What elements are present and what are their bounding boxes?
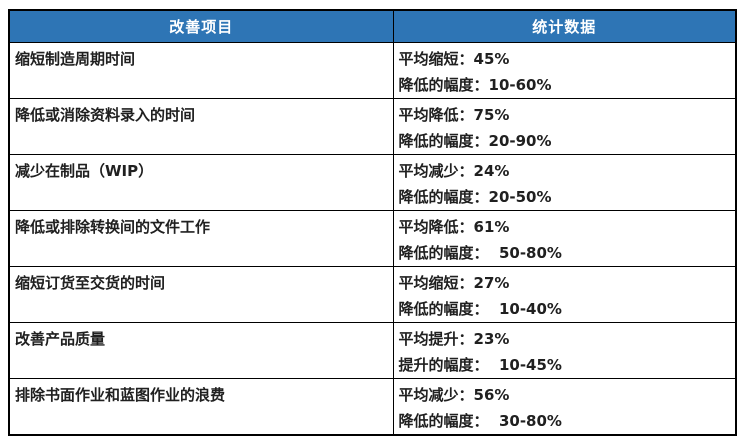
stat-average-line: 平均缩短：45%: [398, 49, 510, 68]
statistics-cell: 平均缩短：45% 降低的幅度：10-60%: [392, 41, 737, 99]
stat-range-line: 降低的幅度： 10-40%: [398, 299, 562, 318]
improvement-item-label: 降低或消除资料录入的时间: [15, 105, 196, 124]
header-statistics: 统计数据: [392, 9, 737, 43]
table-row: 缩短订货至交货的时间 平均缩短：27% 降低的幅度： 10-40%: [8, 265, 737, 323]
statistics-cell: 平均减少：56% 降低的幅度： 30-80%: [392, 377, 737, 435]
header-row: 改善项目 统计数据: [8, 9, 737, 43]
improvement-item-cell: 缩短订货至交货的时间: [8, 265, 394, 323]
header-improvement-items: 改善项目: [8, 9, 394, 43]
stat-range-line: 降低的幅度：20-50%: [398, 187, 552, 206]
stat-average-line: 平均提升：23%: [398, 329, 510, 348]
improvement-statistics-table: 改善项目 统计数据 缩短制造周期时间 平均缩短：45% 降低的幅度：10-60%…: [8, 9, 737, 436]
stat-average-line: 平均减少：56%: [398, 385, 510, 404]
improvement-item-cell: 排除书面作业和蓝图作业的浪费: [8, 377, 394, 435]
stat-average-line: 平均降低：61%: [398, 217, 510, 236]
improvement-item-cell: 减少在制品（WIP）: [8, 153, 394, 211]
improvement-item-cell: 降低或消除资料录入的时间: [8, 97, 394, 155]
table-row: 改善产品质量 平均提升：23% 提升的幅度： 10-45%: [8, 321, 737, 379]
improvement-item-label: 减少在制品（WIP）: [15, 161, 154, 180]
table-row: 降低或消除资料录入的时间 平均降低：75% 降低的幅度：20-90%: [8, 97, 737, 155]
stat-range-line: 提升的幅度： 10-45%: [398, 355, 562, 374]
table-row: 降低或排除转换间的文件工作 平均降低：61% 降低的幅度： 50-80%: [8, 209, 737, 267]
stat-range-line: 降低的幅度： 30-80%: [398, 411, 562, 430]
improvement-item-cell: 降低或排除转换间的文件工作: [8, 209, 394, 267]
statistics-cell: 平均降低：61% 降低的幅度： 50-80%: [392, 209, 737, 267]
improvement-item-label: 改善产品质量: [15, 329, 106, 348]
stat-range-line: 降低的幅度：10-60%: [398, 75, 552, 94]
improvement-item-cell: 缩短制造周期时间: [8, 41, 394, 99]
table-row: 减少在制品（WIP） 平均减少：24% 降低的幅度：20-50%: [8, 153, 737, 211]
statistics-cell: 平均缩短：27% 降低的幅度： 10-40%: [392, 265, 737, 323]
improvement-item-label: 缩短制造周期时间: [15, 49, 136, 68]
improvement-item-label: 缩短订货至交货的时间: [15, 273, 166, 292]
stat-average-line: 平均降低：75%: [398, 105, 510, 124]
improvement-item-label: 降低或排除转换间的文件工作: [15, 217, 211, 236]
improvement-item-cell: 改善产品质量: [8, 321, 394, 379]
improvement-item-label: 排除书面作业和蓝图作业的浪费: [15, 385, 226, 404]
table-row: 缩短制造周期时间 平均缩短：45% 降低的幅度：10-60%: [8, 41, 737, 99]
statistics-cell: 平均提升：23% 提升的幅度： 10-45%: [392, 321, 737, 379]
statistics-cell: 平均降低：75% 降低的幅度：20-90%: [392, 97, 737, 155]
stat-average-line: 平均减少：24%: [398, 161, 510, 180]
statistics-cell: 平均减少：24% 降低的幅度：20-50%: [392, 153, 737, 211]
stat-average-line: 平均缩短：27%: [398, 273, 510, 292]
stat-range-line: 降低的幅度： 50-80%: [398, 243, 562, 262]
table-row: 排除书面作业和蓝图作业的浪费 平均减少：56% 降低的幅度： 30-80%: [8, 377, 737, 435]
stat-range-line: 降低的幅度：20-90%: [398, 131, 552, 150]
